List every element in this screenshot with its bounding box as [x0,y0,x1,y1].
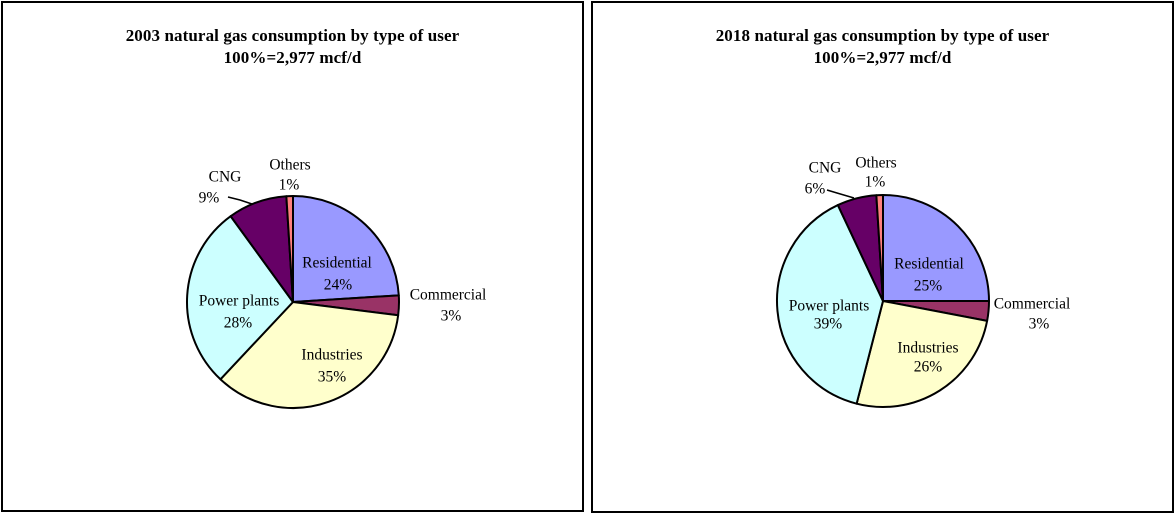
slice-label-pct: 35% [318,369,347,386]
slice-label-name: Power plants [199,293,280,310]
slice-label-pct: 6% [805,181,826,198]
slice-label-name: Others [269,157,310,174]
pie-slice-power-plants [776,204,884,405]
slice-label-name: Industries [897,340,958,357]
slice-label-pct: 28% [224,315,253,332]
chart-title-block-2003: 2003 natural gas consumption by type of … [3,25,582,69]
leader-line [227,196,253,205]
slice-label-pct: 25% [914,278,943,295]
slice-label-name: Residential [894,256,964,273]
chart-title-block-2018: 2018 natural gas consumption by type of … [593,25,1172,69]
slice-label-name: CNG [209,169,242,186]
pie-slice-power-plants [186,215,294,381]
pie-slice-residential [882,194,990,302]
pie-slice-others [285,195,294,303]
pie-chart-2018: Residential 25% Commercial 3% Industries 26% P… [776,155,1071,408]
slice-label-name: Commercial [994,296,1071,313]
chart-subtitle-2003: 100%=2,977 mcf/d [223,48,362,67]
slice-label-name: Commercial [410,287,487,304]
slice-label-pct: 9% [199,190,220,207]
pie-slice-industries [219,301,400,409]
slice-label-name: CNG [809,160,842,177]
slice-label-pct: 26% [914,359,943,376]
slice-label-name: Power plants [789,298,870,315]
slice-label-pct: 24% [324,277,353,294]
slice-label-name: Others [855,155,896,172]
chart-panel-2018: 2018 natural gas consumption by type of … [591,1,1174,513]
slice-label-pct: 39% [814,316,843,333]
slice-label-name: Residential [302,255,372,272]
slice-label-pct: 3% [1029,316,1050,333]
pie-slice-others [875,194,884,302]
leader-line [826,189,855,199]
slice-label-name: Industries [301,347,362,364]
chart-subtitle-2018: 100%=2,977 mcf/d [813,48,952,67]
pie-slice-residential [292,195,400,303]
slice-label-pct: 1% [279,177,300,194]
slice-label-pct: 3% [441,308,462,325]
pie-chart-2003: Residential 24% Commercial 3% Industries 35% P… [186,157,487,409]
chart-panel-2003: 2003 natural gas consumption by type of … [1,1,584,512]
chart-title-2018: 2018 natural gas consumption by type of … [715,26,1050,45]
slice-label-pct: 1% [865,174,886,191]
chart-title-2003: 2003 natural gas consumption by type of … [125,26,460,45]
pie-slice-industries [855,300,989,408]
